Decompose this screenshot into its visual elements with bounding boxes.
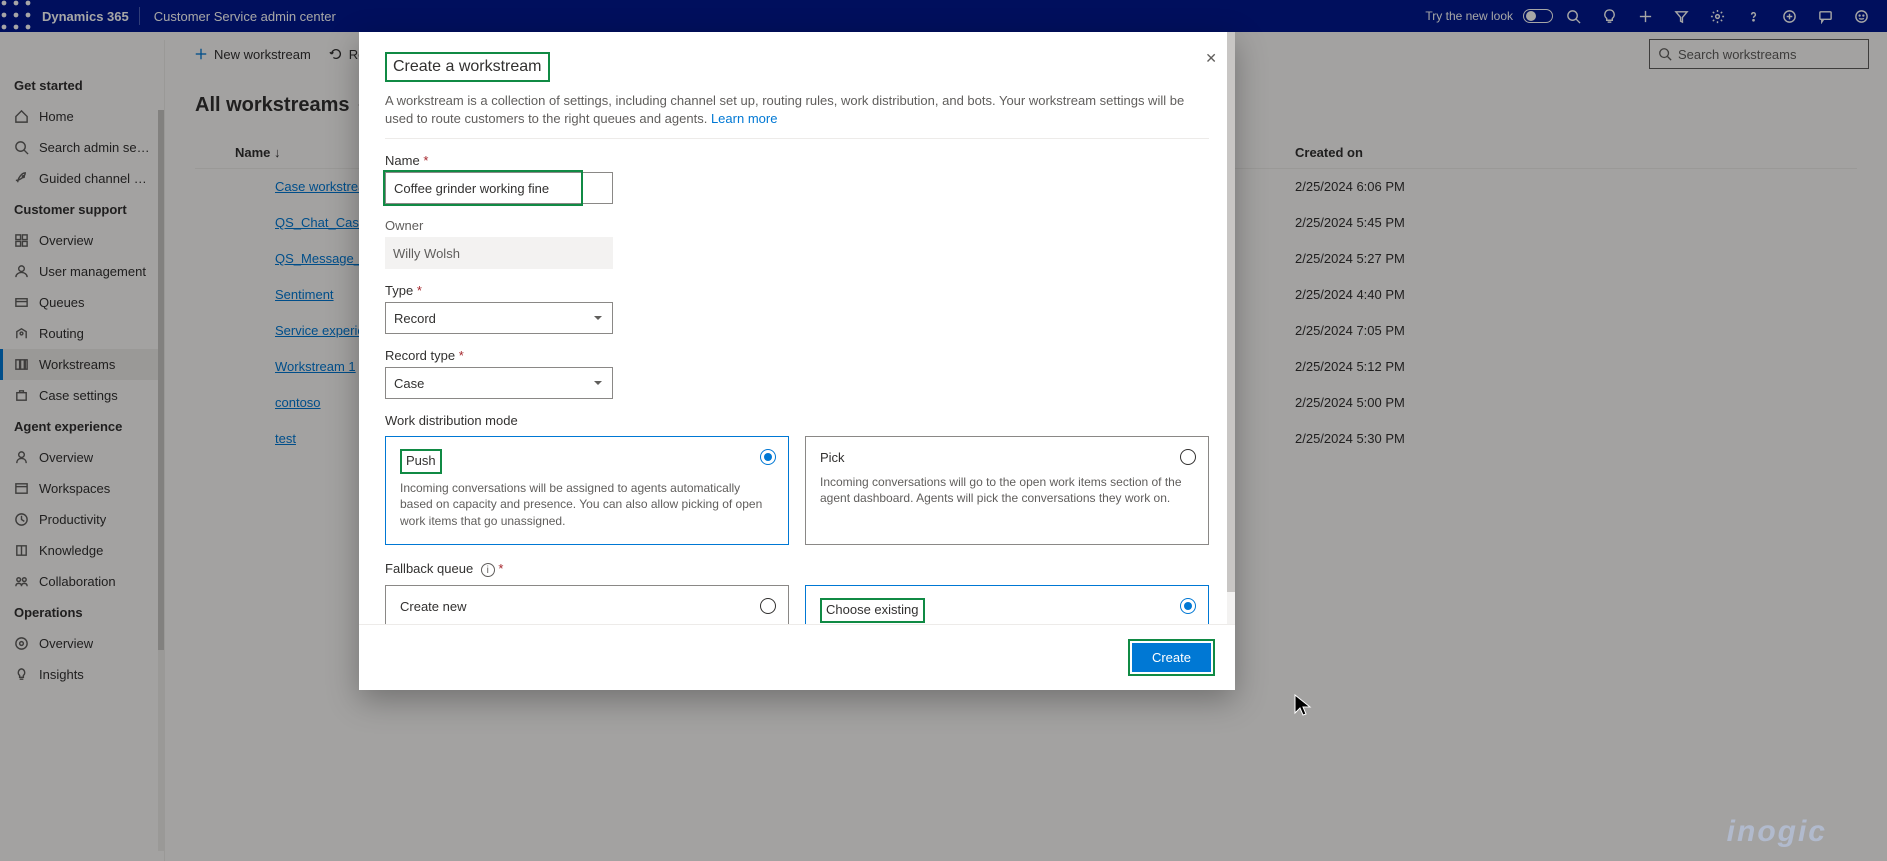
record-type-label-text: Record type xyxy=(385,348,455,363)
close-icon[interactable]: ✕ xyxy=(1205,50,1217,67)
owner-label: Owner xyxy=(385,218,1209,233)
pick-title: Pick xyxy=(820,449,1194,467)
choose-existing-option[interactable]: Choose existing Select an existing queue… xyxy=(805,585,1209,624)
owner-field: Willy Wolsh xyxy=(385,237,613,269)
fallback-label-text: Fallback queue xyxy=(385,561,473,576)
push-title: Push xyxy=(400,449,442,473)
create-new-option[interactable]: Create new A new queue will be created. … xyxy=(385,585,789,624)
radio-icon xyxy=(760,449,776,465)
name-value: Coffee grinder working fine xyxy=(394,181,549,196)
highlight-annotation: Create xyxy=(1128,639,1215,676)
create-workstream-modal: ✕ Create a workstream A workstream is a … xyxy=(359,32,1235,690)
modal-divider xyxy=(385,138,1209,139)
push-option[interactable]: Push Incoming conversations will be assi… xyxy=(385,436,789,545)
fallback-options: Create new A new queue will be created. … xyxy=(385,585,1209,624)
info-icon[interactable]: i xyxy=(481,563,495,577)
type-select[interactable]: Record xyxy=(385,302,613,334)
radio-icon xyxy=(1180,598,1196,614)
wdm-options: Push Incoming conversations will be assi… xyxy=(385,436,1209,545)
name-label: Name * xyxy=(385,153,1209,168)
watermark-text: inogic xyxy=(1727,815,1827,849)
modal-title: Create a workstream xyxy=(385,52,550,82)
choose-existing-title: Choose existing xyxy=(820,598,925,622)
learn-more-link[interactable]: Learn more xyxy=(711,111,777,126)
record-type-select[interactable]: Case xyxy=(385,367,613,399)
modal-description-text: A workstream is a collection of settings… xyxy=(385,93,1184,126)
type-label-text: Type xyxy=(385,283,413,298)
owner-value: Willy Wolsh xyxy=(393,246,460,261)
create-button[interactable]: Create xyxy=(1132,643,1211,672)
wdm-label: Work distribution mode xyxy=(385,413,1209,428)
type-value: Record xyxy=(394,311,436,326)
type-label: Type * xyxy=(385,283,1209,298)
name-label-text: Name xyxy=(385,153,420,168)
create-new-title: Create new xyxy=(400,598,774,616)
push-description: Incoming conversations will be assigned … xyxy=(400,480,774,530)
pick-description: Incoming conversations will go to the op… xyxy=(820,474,1194,508)
modal-scrollbar-thumb[interactable] xyxy=(1227,32,1235,592)
pick-option[interactable]: Pick Incoming conversations will go to t… xyxy=(805,436,1209,545)
modal-description: A workstream is a collection of settings… xyxy=(385,92,1209,128)
record-type-label: Record type * xyxy=(385,348,1209,363)
record-type-value: Case xyxy=(394,376,424,391)
create-new-description: A new queue will be created. You must ad… xyxy=(400,623,774,624)
cursor-icon xyxy=(1294,694,1312,723)
name-input[interactable]: Coffee grinder working fine xyxy=(385,172,613,204)
fallback-label: Fallback queue i * xyxy=(385,561,1209,578)
modal-footer: Create xyxy=(359,624,1235,690)
